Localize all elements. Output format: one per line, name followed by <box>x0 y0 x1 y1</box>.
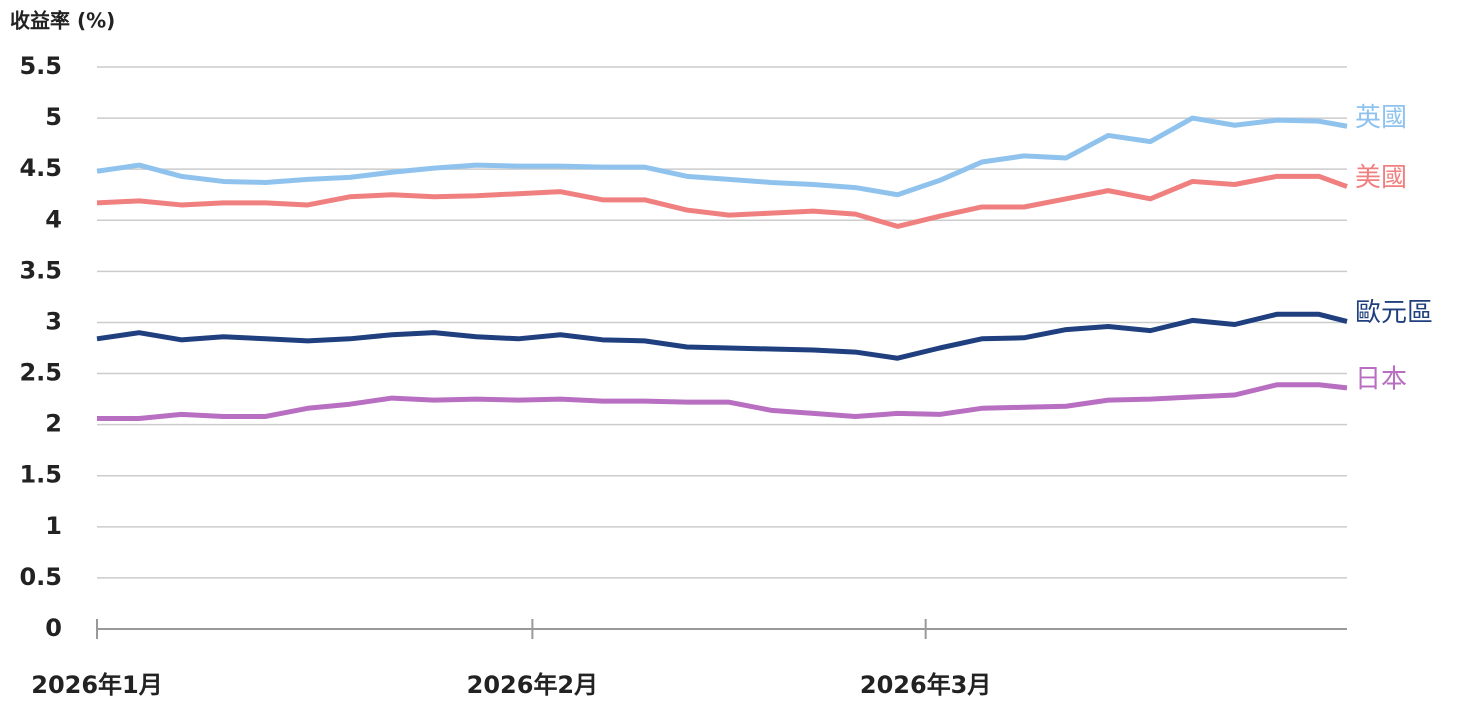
y-tick-label: 3 <box>45 307 62 335</box>
series-line <box>97 382 1348 422</box>
x-tick-label: 2026年3月 <box>860 671 992 699</box>
y-tick-label: 3.5 <box>19 256 62 284</box>
y-axis-label: 收益率 (%) <box>10 9 115 33</box>
y-tick-label: 5 <box>45 103 62 131</box>
y-tick-label: 2 <box>45 410 62 438</box>
x-tick-label: 2026年1月 <box>31 671 163 699</box>
y-tick-label: 2.5 <box>19 359 62 387</box>
y-tick-label: 1 <box>45 512 62 540</box>
y-tick-label: 0 <box>45 614 62 642</box>
series-label: 美國 <box>1355 163 1407 193</box>
series-label: 英國 <box>1355 103 1407 133</box>
series-label: 日本 <box>1355 364 1407 394</box>
y-tick-label: 0.5 <box>19 563 62 591</box>
y-tick-label: 4 <box>45 205 62 233</box>
series-line <box>96 311 1348 361</box>
y-tick-label: 5.5 <box>19 52 62 80</box>
series-line <box>96 173 1348 229</box>
y-tick-label: 1.5 <box>19 461 62 489</box>
x-tick-label: 2026年2月 <box>467 671 599 699</box>
series-line <box>96 115 1348 198</box>
y-tick-label: 4.5 <box>19 154 62 182</box>
series-label: 歐元區 <box>1355 298 1433 328</box>
